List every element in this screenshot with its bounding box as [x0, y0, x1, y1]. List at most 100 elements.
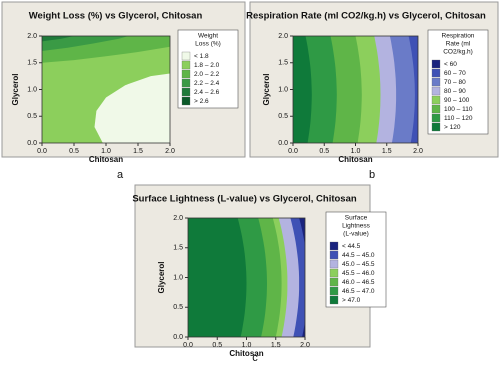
y-axis-label: Glycerol [262, 73, 271, 105]
y-tick-label: 0.5 [278, 113, 288, 120]
legend-label: 2.4 – 2.6 [194, 89, 220, 96]
legend-swatch [181, 78, 191, 88]
legend-label: 45.5 – 46.0 [342, 270, 375, 277]
panel-label: b [369, 169, 375, 181]
chart-title: Respiration Rate (ml CO2/kg.h) vs Glycer… [246, 11, 486, 22]
contour-region [42, 36, 129, 51]
y-tick-label: 1.0 [173, 274, 183, 281]
legend-label: 2.0 – 2.2 [194, 71, 220, 78]
legend-swatch [181, 60, 191, 70]
legend-title: Surface [345, 215, 368, 222]
y-tick-label: 2.0 [173, 215, 183, 222]
legend-title: CO2/kg.h) [443, 49, 473, 56]
contour-region [94, 73, 170, 143]
legend-label: 110 – 120 [444, 115, 473, 122]
x-tick-label: 0.0 [183, 342, 193, 349]
legend-swatch [181, 96, 191, 106]
x-tick-label: 2.0 [300, 342, 310, 349]
x-tick-label: 0.0 [37, 148, 47, 155]
legend-swatch [431, 95, 441, 105]
legend-swatch [181, 51, 191, 61]
legend-label: 70 – 80 [444, 79, 466, 86]
x-axis-label: Chitosan [89, 155, 123, 164]
y-tick-label: 1.0 [27, 86, 37, 93]
y-tick-label: 0.0 [173, 334, 183, 341]
legend-swatch [431, 113, 441, 123]
x-tick-label: 1.0 [101, 148, 111, 155]
y-axis-label: Glycerol [11, 73, 20, 105]
panel-label: c [252, 352, 258, 364]
x-axis-label: Chitosan [229, 349, 263, 358]
contour [293, 36, 418, 143]
contour-region [290, 218, 305, 337]
y-tick-label: 0.5 [27, 113, 37, 120]
legend-swatch [329, 250, 339, 260]
legend-label: 100 – 110 [444, 106, 473, 113]
legend-swatch [181, 69, 191, 79]
x-tick-label: 1.0 [242, 342, 252, 349]
legend-label: > 120 [444, 124, 461, 131]
legend-swatch [329, 286, 339, 296]
legend-swatch [181, 87, 191, 97]
legend-label: < 1.8 [194, 53, 209, 60]
contour-region [42, 36, 74, 42]
y-tick-label: 2.0 [27, 33, 37, 40]
legend-swatch [431, 77, 441, 87]
y-axis-label: Glycerol [157, 261, 166, 293]
legend-label: > 2.6 [194, 98, 209, 105]
chart-title: Weight Loss (%) vs Glycerol, Chitosan [29, 11, 203, 22]
y-tick-label: 2.0 [278, 33, 288, 40]
contour [188, 218, 305, 337]
x-tick-label: 2.0 [413, 148, 423, 155]
legend-swatch [329, 268, 339, 278]
contour-region [299, 218, 305, 337]
legend-swatch [431, 59, 441, 69]
legend-label: 44.5 – 45.0 [342, 252, 375, 259]
legend-title: Weight [198, 33, 218, 40]
y-tick-label: 1.5 [173, 245, 183, 252]
legend-swatch [431, 122, 441, 132]
x-tick-label: 1.5 [271, 342, 281, 349]
legend-label: 2.2 – 2.4 [194, 80, 220, 87]
legend-title: Rate (ml [446, 41, 471, 48]
x-tick-label: 0.5 [69, 148, 79, 155]
legend-label: 46.5 – 47.0 [342, 288, 375, 295]
y-tick-label: 0.0 [27, 140, 37, 147]
x-tick-label: 1.0 [351, 148, 361, 155]
legend-swatch [329, 259, 339, 269]
x-tick-label: 1.5 [133, 148, 143, 155]
legend-label: 1.8 – 2.0 [194, 62, 220, 69]
contour-region [408, 36, 418, 143]
y-tick-label: 0.5 [173, 304, 183, 311]
x-tick-label: 0.5 [319, 148, 329, 155]
legend-swatch [431, 104, 441, 114]
legend-swatch [329, 277, 339, 287]
chart-title: Surface Lightness (L-value) vs Glycerol,… [132, 194, 357, 205]
y-tick-label: 0.0 [278, 140, 288, 147]
legend-label: 80 – 90 [444, 88, 466, 95]
x-tick-label: 2.0 [165, 148, 175, 155]
x-tick-label: 0.5 [212, 342, 222, 349]
legend-label: < 44.5 [342, 243, 361, 250]
contour [42, 36, 170, 143]
legend-title: (L-value) [343, 231, 369, 238]
legend-title: Lightness [342, 223, 371, 230]
legend-label: > 47.0 [342, 297, 361, 304]
legend-swatch [329, 241, 339, 251]
legend-label: < 60 [444, 61, 457, 68]
y-tick-label: 1.5 [278, 60, 288, 67]
legend-swatch [431, 68, 441, 78]
contour-region [389, 36, 418, 143]
x-tick-label: 0.0 [288, 148, 298, 155]
legend-swatch [329, 295, 339, 305]
legend-label: 45.0 – 45.5 [342, 261, 375, 268]
panel-label: a [117, 169, 124, 181]
legend-label: 60 – 70 [444, 70, 466, 77]
legend-label: 90 – 100 [444, 97, 470, 104]
y-tick-label: 1.0 [278, 86, 288, 93]
legend-label: 46.0 – 46.5 [342, 279, 375, 286]
legend-swatch [431, 86, 441, 96]
legend-title: Loss (%) [195, 41, 221, 48]
y-tick-label: 1.5 [27, 60, 37, 67]
